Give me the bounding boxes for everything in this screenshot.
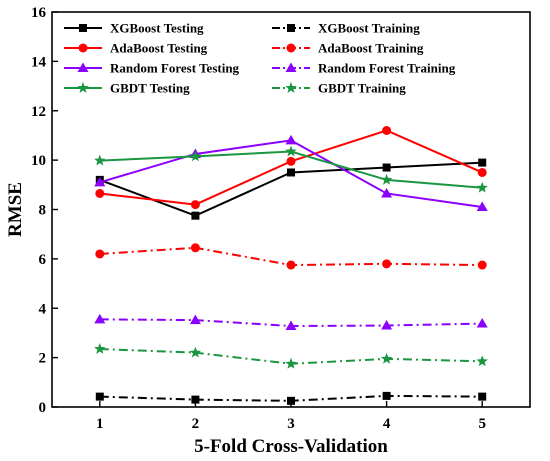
- data-point-5-4: [476, 318, 488, 328]
- legend-marker-1: [287, 24, 295, 32]
- data-point-6-0: [94, 154, 106, 166]
- x-tick-label: 2: [192, 416, 200, 432]
- legend-label: GBDT Testing: [110, 81, 190, 96]
- data-point-6-1: [189, 150, 202, 162]
- y-tick-label: 2: [39, 351, 47, 367]
- data-point-5-3: [381, 320, 393, 330]
- y-tick-label: 4: [39, 301, 47, 317]
- data-point-3-4: [477, 260, 487, 270]
- legend-marker-6: [77, 82, 89, 93]
- x-axis-title: 5-Fold Cross-Validation: [194, 436, 388, 457]
- data-point-2-0: [95, 188, 105, 198]
- legend-marker-0: [79, 24, 87, 32]
- data-point-0-1: [191, 211, 200, 220]
- data-point-2-2: [286, 156, 296, 166]
- legend-label: XGBoost Testing: [110, 21, 204, 36]
- x-tick-label: 4: [383, 416, 391, 432]
- y-axis-title: RMSE: [5, 182, 26, 237]
- data-point-6-2: [285, 145, 297, 157]
- y-tick-label: 16: [31, 5, 47, 21]
- y-tick-label: 12: [31, 104, 46, 120]
- data-point-1-3: [382, 391, 391, 400]
- data-point-4-0: [94, 176, 106, 187]
- y-tick-label: 6: [39, 252, 47, 268]
- legend-label: AdaBoost Testing: [110, 41, 208, 56]
- data-point-3-2: [286, 260, 296, 270]
- data-point-1-2: [287, 396, 295, 405]
- data-point-5-1: [189, 314, 201, 325]
- data-point-6-4: [476, 181, 488, 193]
- x-tick-label: 1: [96, 416, 104, 432]
- legend-label: XGBoost Training: [318, 21, 420, 36]
- legend-marker-3: [286, 43, 296, 53]
- y-tick-label: 10: [31, 153, 46, 169]
- x-tick-label: 3: [287, 416, 295, 432]
- data-point-6-3: [380, 173, 393, 185]
- legend-label: Random Forest Testing: [110, 61, 240, 76]
- data-point-5-0: [94, 313, 106, 324]
- data-point-0-3: [382, 163, 391, 172]
- x-tick-label: 5: [478, 416, 486, 432]
- data-point-7-3: [380, 352, 393, 364]
- legend-marker-7: [285, 82, 297, 93]
- y-tick-label: 8: [39, 203, 47, 219]
- data-point-4-3: [381, 187, 393, 198]
- legend-label: GBDT Training: [318, 81, 406, 96]
- data-point-3-3: [382, 259, 392, 269]
- data-point-3-0: [95, 249, 105, 259]
- data-point-3-1: [190, 243, 200, 253]
- data-point-7-4: [476, 355, 488, 367]
- data-point-1-0: [95, 392, 104, 401]
- data-point-0-2: [287, 168, 295, 177]
- legend-marker-2: [78, 43, 88, 53]
- data-point-4-4: [476, 201, 488, 212]
- data-point-7-0: [94, 342, 106, 354]
- data-point-2-4: [477, 167, 487, 177]
- y-tick-label: 14: [31, 54, 47, 70]
- legend-label: Random Forest Training: [318, 61, 456, 76]
- data-point-5-2: [285, 320, 297, 331]
- legend-marker-4: [77, 62, 89, 72]
- legend-label: AdaBoost Training: [318, 41, 424, 56]
- data-point-2-1: [190, 200, 200, 210]
- data-point-2-3: [382, 126, 392, 135]
- data-point-1-1: [191, 395, 200, 404]
- data-point-4-2: [285, 134, 297, 145]
- data-point-7-2: [285, 357, 297, 369]
- data-point-0-4: [478, 158, 487, 167]
- legend-marker-5: [285, 62, 297, 72]
- data-point-7-1: [189, 346, 202, 358]
- y-tick-label: 0: [39, 400, 47, 416]
- data-point-1-4: [478, 392, 487, 401]
